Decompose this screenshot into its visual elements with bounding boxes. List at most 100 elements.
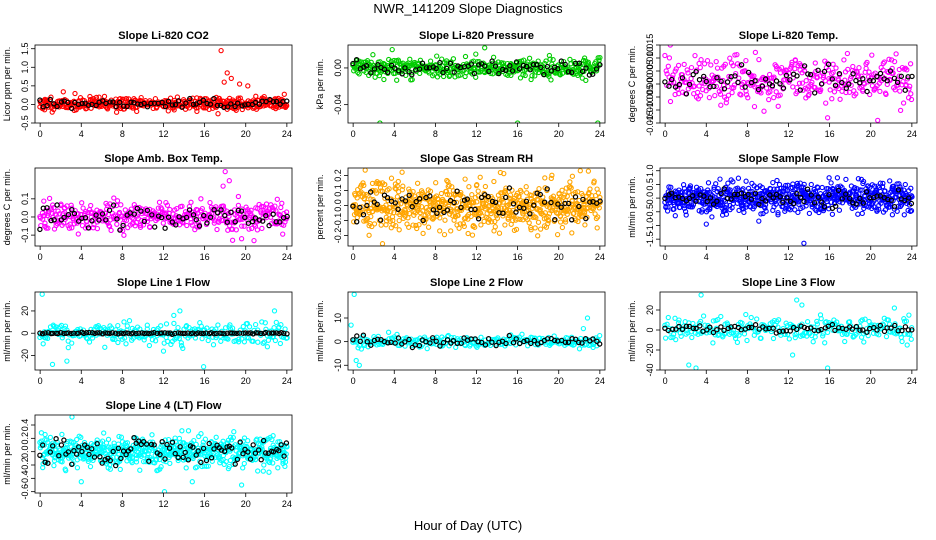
data-point bbox=[686, 362, 692, 368]
data-point-highlight bbox=[200, 212, 207, 219]
data-point-highlight bbox=[187, 95, 193, 102]
data-point-highlight bbox=[175, 98, 182, 104]
x-tick-label: 20 bbox=[866, 129, 876, 139]
data-point bbox=[735, 175, 742, 181]
data-point bbox=[522, 72, 528, 79]
data-point-highlight bbox=[468, 61, 475, 67]
data-point bbox=[167, 206, 173, 213]
data-point-highlight bbox=[562, 61, 568, 68]
data-point bbox=[394, 194, 401, 200]
x-tick-label: 24 bbox=[282, 252, 292, 262]
data-point-highlight bbox=[780, 328, 786, 334]
data-point-highlight bbox=[124, 103, 130, 110]
data-point bbox=[101, 448, 107, 454]
data-point-highlight bbox=[211, 95, 217, 102]
data-point-highlight bbox=[679, 195, 686, 201]
data-point-highlight bbox=[221, 331, 227, 337]
data-point-highlight bbox=[835, 187, 842, 194]
data-point-highlight bbox=[107, 330, 113, 336]
data-point-highlight bbox=[877, 70, 884, 77]
data-point bbox=[116, 433, 122, 440]
data-point bbox=[767, 89, 773, 95]
data-point-highlight bbox=[492, 199, 499, 205]
data-point bbox=[585, 168, 592, 174]
data-point bbox=[457, 221, 463, 227]
data-point bbox=[124, 440, 131, 446]
data-point-highlight bbox=[109, 330, 116, 336]
data-point bbox=[824, 329, 831, 336]
data-point-highlight bbox=[106, 207, 113, 213]
data-point-highlight bbox=[378, 217, 384, 223]
data-point bbox=[75, 104, 81, 110]
data-point bbox=[178, 343, 185, 349]
data-point bbox=[596, 205, 602, 211]
data-point-highlight bbox=[787, 328, 794, 334]
data-point bbox=[788, 200, 794, 207]
data-point bbox=[264, 344, 271, 350]
x-tick-label: 0 bbox=[38, 129, 43, 139]
data-point-highlight bbox=[144, 330, 150, 336]
data-point bbox=[775, 212, 781, 218]
data-point-highlight bbox=[430, 335, 436, 341]
data-point bbox=[413, 222, 419, 229]
data-point-highlight bbox=[419, 60, 426, 66]
data-point bbox=[562, 219, 569, 225]
data-point-highlight bbox=[597, 341, 603, 347]
data-point-highlight bbox=[738, 190, 745, 196]
data-point-highlight bbox=[507, 62, 513, 69]
data-point bbox=[94, 225, 101, 232]
data-point bbox=[727, 55, 733, 61]
data-point bbox=[517, 216, 523, 223]
data-point-highlight bbox=[354, 333, 360, 339]
data-point-highlight bbox=[582, 336, 589, 342]
data-point-highlight bbox=[350, 60, 356, 67]
data-point bbox=[796, 201, 802, 207]
data-point bbox=[75, 231, 81, 237]
data-point bbox=[882, 207, 889, 213]
data-point bbox=[441, 231, 448, 238]
data-point bbox=[141, 337, 147, 343]
data-point bbox=[65, 344, 71, 351]
data-point bbox=[477, 174, 483, 180]
data-point bbox=[559, 224, 566, 231]
data-point bbox=[443, 188, 450, 195]
data-point-highlight bbox=[413, 198, 419, 205]
data-point-highlight bbox=[587, 199, 593, 205]
data-point-highlight bbox=[832, 82, 839, 89]
data-point-highlight bbox=[37, 97, 43, 103]
data-point bbox=[177, 308, 183, 314]
data-point bbox=[351, 219, 357, 225]
data-point bbox=[276, 104, 282, 110]
data-point bbox=[897, 88, 903, 94]
data-point-highlight bbox=[881, 328, 888, 335]
data-point bbox=[228, 75, 234, 82]
data-point-highlight bbox=[231, 330, 238, 336]
data-point bbox=[771, 94, 777, 101]
data-point-highlight bbox=[780, 85, 787, 91]
data-point bbox=[595, 214, 601, 220]
data-point-highlight bbox=[50, 330, 56, 337]
data-point bbox=[475, 188, 481, 194]
x-tick-label: 20 bbox=[866, 252, 876, 262]
data-point-highlight bbox=[51, 101, 57, 107]
data-point bbox=[360, 180, 366, 186]
data-point bbox=[437, 228, 443, 234]
data-point bbox=[891, 305, 898, 311]
data-point-highlight bbox=[450, 338, 457, 344]
data-point-highlight bbox=[821, 68, 828, 75]
data-point-highlight bbox=[454, 188, 460, 194]
data-point bbox=[861, 339, 867, 345]
data-point bbox=[738, 92, 744, 98]
data-point bbox=[80, 205, 86, 211]
data-point-highlight bbox=[693, 325, 699, 332]
x-tick-label: 24 bbox=[282, 376, 292, 386]
data-point bbox=[834, 175, 841, 181]
data-point-highlight bbox=[496, 70, 502, 77]
data-point-highlight bbox=[395, 206, 401, 212]
data-point-highlight bbox=[440, 69, 446, 76]
data-point bbox=[124, 323, 130, 329]
data-point bbox=[795, 209, 801, 216]
data-point bbox=[754, 316, 760, 322]
data-point bbox=[723, 100, 729, 106]
data-point bbox=[386, 186, 392, 192]
